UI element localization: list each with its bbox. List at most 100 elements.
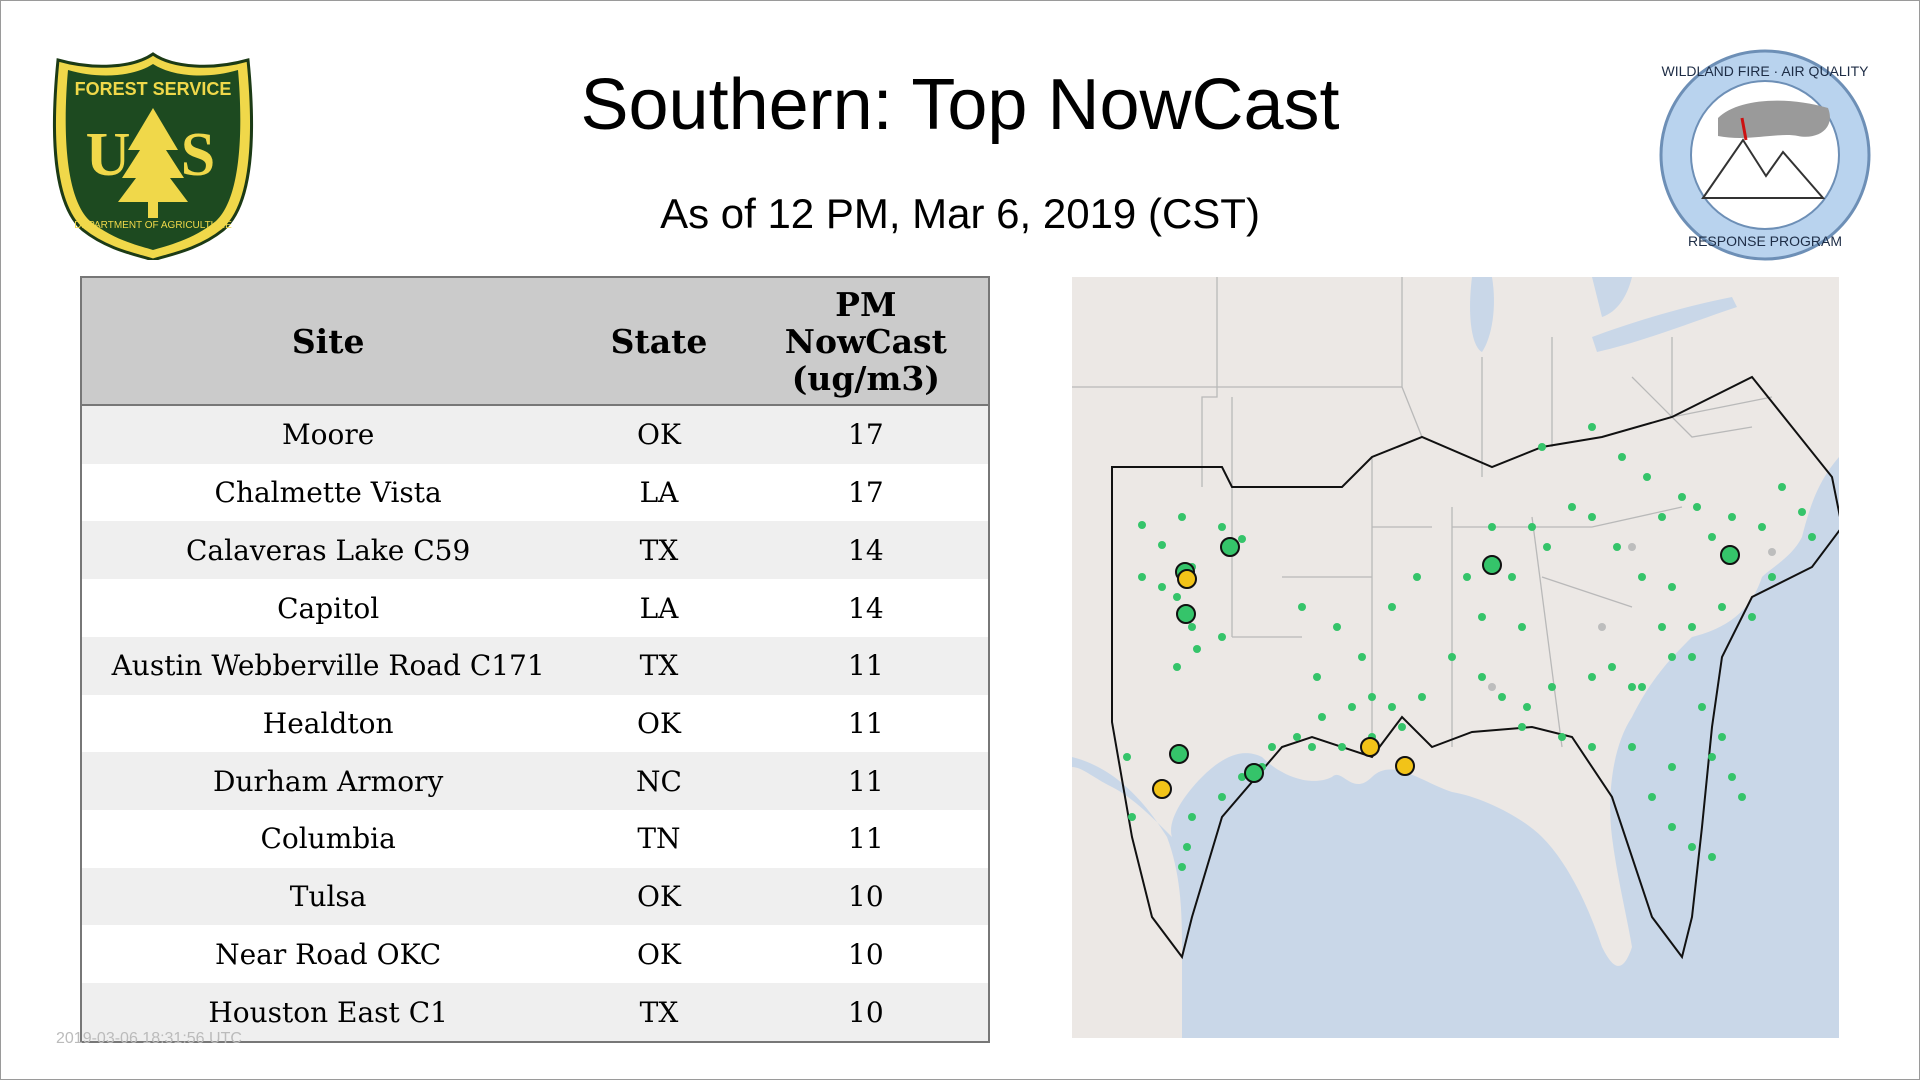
footer-timestamp: 2019-03-06 18:31:56 UTC <box>56 1030 242 1047</box>
monitor-dot-nodata <box>1628 543 1636 551</box>
monitor-dot <box>1358 653 1366 661</box>
monitor-dot <box>1418 693 1426 701</box>
site-cell: Capitol <box>81 579 575 637</box>
svg-text:S: S <box>181 121 215 189</box>
monitor-dot <box>1558 733 1566 741</box>
monitor-dot <box>1708 753 1716 761</box>
state-cell: LA <box>574 463 744 522</box>
top-site-marker-moderate <box>1360 737 1380 757</box>
monitor-dot <box>1158 541 1166 549</box>
monitor-dot <box>1718 733 1726 741</box>
monitor-dot <box>1348 703 1356 711</box>
state-cell: OK <box>574 694 744 753</box>
monitor-dot <box>1658 513 1666 521</box>
monitor-dot <box>1188 623 1196 631</box>
table-row: Tulsa OK 10 <box>81 867 989 926</box>
site-cell: Houston East C1 <box>81 983 575 1042</box>
state-cell: TN <box>574 810 744 868</box>
monitor-dot <box>1388 603 1396 611</box>
top-site-marker <box>1482 555 1502 575</box>
monitor-dot <box>1173 593 1181 601</box>
monitor-dot <box>1668 653 1676 661</box>
state-cell: TX <box>574 521 744 580</box>
monitor-dot <box>1238 773 1246 781</box>
table-row: Houston East C1 TX 10 <box>81 983 989 1042</box>
monitor-dot <box>1368 693 1376 701</box>
monitor-dot <box>1333 623 1341 631</box>
table-row: Moore OK 17 <box>81 405 989 464</box>
nowcast-cell: 17 <box>743 405 989 464</box>
monitor-dot <box>1638 573 1646 581</box>
nowcast-cell: 11 <box>743 752 989 811</box>
monitor-dot <box>1728 773 1736 781</box>
monitor-dot <box>1138 521 1146 529</box>
lake-huron <box>1592 277 1632 317</box>
monitor-dot <box>1798 508 1806 516</box>
monitor-dot <box>1668 583 1676 591</box>
column-header-nowcast-line3: (ug/m3) <box>791 358 940 398</box>
monitor-dot <box>1488 523 1496 531</box>
nowcast-cell: 10 <box>743 867 989 926</box>
nowcast-cell: 10 <box>743 983 989 1042</box>
top-site-marker-moderate <box>1177 569 1197 589</box>
monitor-dot <box>1638 683 1646 691</box>
column-header-nowcast-line1: PM <box>835 284 897 324</box>
monitor-dot <box>1398 723 1406 731</box>
monitor-dot <box>1178 863 1186 871</box>
monitor-dot <box>1678 493 1686 501</box>
monitor-dot <box>1508 573 1516 581</box>
table-row: Near Road OKC OK 10 <box>81 925 989 984</box>
state-cell: OK <box>574 925 744 984</box>
svg-text:RESPONSE PROGRAM: RESPONSE PROGRAM <box>1688 233 1842 249</box>
monitor-dot <box>1608 663 1616 671</box>
table-row: Austin Webberville Road C171 TX 11 <box>81 636 989 695</box>
monitor-dot <box>1338 743 1346 751</box>
site-cell: Calaveras Lake C59 <box>81 521 575 580</box>
monitor-dot <box>1123 753 1131 761</box>
state-cell: TX <box>574 636 744 695</box>
monitor-dot <box>1548 683 1556 691</box>
nowcast-cell: 11 <box>743 636 989 695</box>
nowcast-cell: 11 <box>743 810 989 868</box>
monitor-dot <box>1808 533 1816 541</box>
monitor-dot <box>1518 623 1526 631</box>
page-subtitle: As of 12 PM, Mar 6, 2019 (CST) <box>660 190 1260 237</box>
site-cell: Columbia <box>81 810 575 868</box>
state-cell: TX <box>574 983 744 1042</box>
monitor-dot <box>1628 683 1636 691</box>
state-cell: OK <box>574 867 744 926</box>
table-header-row: Site State PM NowCast (ug/m3) <box>81 277 989 406</box>
nowcast-cell: 14 <box>743 521 989 580</box>
monitor-dot <box>1193 645 1201 653</box>
monitor-markers <box>1123 423 1816 871</box>
monitor-dot <box>1313 673 1321 681</box>
monitor-dot <box>1708 853 1716 861</box>
monitor-dot <box>1648 793 1656 801</box>
monitor-dot <box>1128 813 1136 821</box>
monitor-dot <box>1218 793 1226 801</box>
state-cell: NC <box>574 752 744 811</box>
wildland-fire-logo: WILDLAND FIRE · AIR QUALITY RESPONSE PRO… <box>1659 49 1871 261</box>
site-cell: Tulsa <box>81 867 575 926</box>
site-cell: Moore <box>81 405 575 464</box>
monitor-dot <box>1688 843 1696 851</box>
monitor-dot <box>1628 743 1636 751</box>
monitor-dot <box>1298 603 1306 611</box>
monitor-dot <box>1668 823 1676 831</box>
nowcast-cell: 14 <box>743 579 989 637</box>
lake-erie <box>1592 297 1737 352</box>
monitor-dot <box>1588 513 1596 521</box>
table-row: Calaveras Lake C59 TX 14 <box>81 521 989 580</box>
monitor-dot <box>1768 573 1776 581</box>
site-cell: Chalmette Vista <box>81 463 575 522</box>
monitor-dot <box>1698 703 1706 711</box>
table-row: Columbia TN 11 <box>81 810 989 868</box>
southern-region-outline <box>1111 375 1839 960</box>
monitor-dot <box>1738 793 1746 801</box>
monitor-dot <box>1643 473 1651 481</box>
column-header-nowcast-line2: NowCast <box>784 321 947 361</box>
monitor-dot <box>1188 813 1196 821</box>
top-site-marker <box>1244 763 1264 783</box>
svg-text:DEPARTMENT OF AGRICULTURE: DEPARTMENT OF AGRICULTURE <box>74 220 232 231</box>
column-header-state: State <box>574 277 744 406</box>
